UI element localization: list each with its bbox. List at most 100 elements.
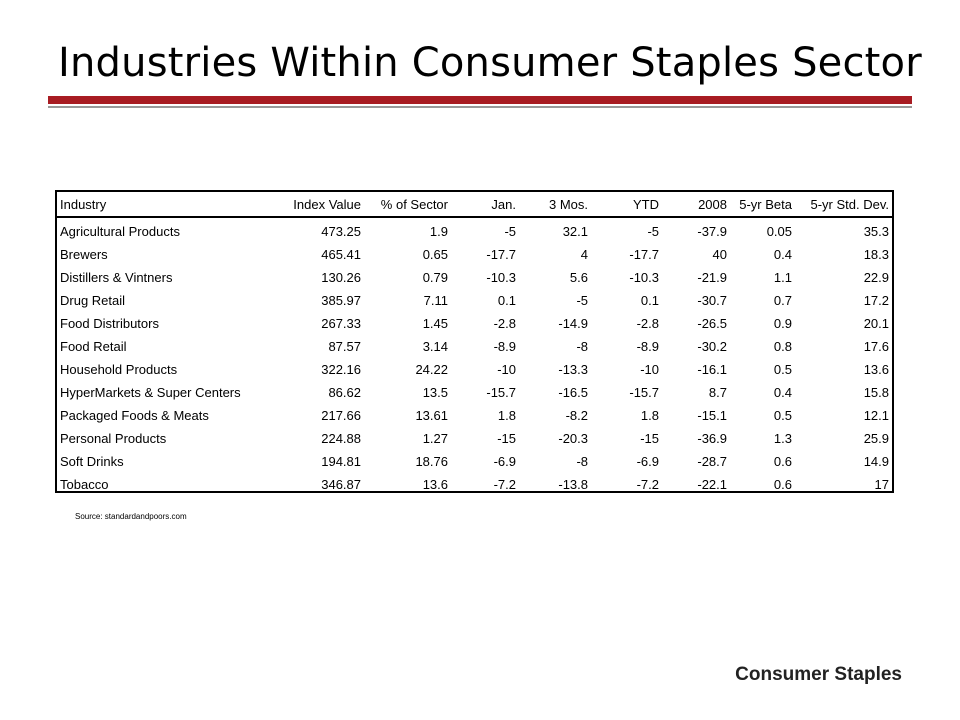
value-cell: 1.3 [773,431,792,446]
industry-name-cell: Tobacco [60,477,109,492]
value-cell: 0.7 [773,293,792,308]
value-cell: 32.1 [562,224,588,239]
value-cell: 17 [874,477,889,492]
value-cell: 0.5 [773,362,792,377]
value-cell: -20.3 [558,431,588,446]
value-cell: -5 [504,224,516,239]
value-cell: -37.9 [697,224,727,239]
industry-name-cell: HyperMarkets & Super Centers [60,385,241,400]
value-cell: -5 [647,224,659,239]
value-cell: -8.2 [565,408,588,423]
industry-name-cell: Drug Retail [60,293,126,308]
value-cell: 224.88 [321,431,361,446]
value-cell: -17.7 [629,247,659,262]
industry-name-cell: Brewers [60,247,108,262]
source-note: Source: standardandpoors.com [75,512,187,521]
value-cell: -10 [497,362,516,377]
value-cell: 25.9 [863,431,889,446]
value-cell: -13.8 [558,477,588,492]
value-cell: 13.61 [415,408,448,423]
value-cell: 0.1 [497,293,516,308]
value-cell: 0.6 [773,477,792,492]
value-cell: -26.5 [697,316,727,331]
value-cell: -8 [576,339,588,354]
value-cell: -8.9 [493,339,516,354]
industry-name-cell: Packaged Foods & Meats [60,408,209,423]
value-cell: 473.25 [321,224,361,239]
value-cell: 217.66 [321,408,361,423]
table-row: Household Products 322.16 24.22 -10 -13.3 -10… [57,358,892,381]
column-header: 2008 [662,192,730,218]
value-cell: -10.3 [629,270,659,285]
value-cell: -28.7 [697,454,727,469]
industry-name-cell: Distillers & Vintners [60,270,173,285]
value-cell: 0.4 [773,385,792,400]
value-cell: -30.7 [697,293,727,308]
value-cell: -7.2 [636,477,659,492]
column-header: Index Value [281,192,364,218]
table-row: Tobacco 346.87 13.6 -7.2 -13.8 -7.2 -22.1 0.6 17 [57,473,892,496]
table-row: Brewers 465.41 0.65 -17.7 4 -17.7 40 0.4 18.3 [57,243,892,266]
industry-name-cell: Agricultural Products [60,224,180,239]
table-row: Distillers & Vintners 130.26 0.79 -10.3 5.6 -… [57,266,892,289]
value-cell: 18.3 [863,247,889,262]
value-cell: 17.6 [863,339,889,354]
value-cell: 0.4 [773,247,792,262]
value-cell: -16.5 [558,385,588,400]
value-cell: -7.2 [493,477,516,492]
value-cell: 322.16 [321,362,361,377]
value-cell: 0.05 [766,224,792,239]
value-cell: 12.1 [863,408,889,423]
value-cell: 8.7 [708,385,727,400]
value-cell: 267.33 [321,316,361,331]
value-cell: 4 [580,247,588,262]
industry-name-cell: Household Products [60,362,178,377]
value-cell: 0.1 [640,293,659,308]
value-cell: 130.26 [321,270,361,285]
value-cell: -16.1 [697,362,727,377]
column-header: 5-yr Std. Dev. [795,192,892,218]
table-row: Personal Products 224.88 1.27 -15 -20.3 -15 -3… [57,427,892,450]
title-underline-gray [48,106,912,108]
value-cell: -8 [576,454,588,469]
value-cell: -17.7 [486,247,516,262]
value-cell: -15.7 [486,385,516,400]
value-cell: 20.1 [863,316,889,331]
value-cell: 14.9 [863,454,889,469]
value-cell: 15.8 [863,385,889,400]
table-body: Agricultural Products 473.25 1.9 -5 32.1 -5 -3… [57,217,892,496]
value-cell: 0.79 [422,270,448,285]
value-cell: -6.9 [636,454,659,469]
value-cell: 17.2 [863,293,889,308]
column-header: Industry [57,192,281,218]
value-cell: 5.6 [569,270,588,285]
value-cell: 0.5 [773,408,792,423]
table-row: Agricultural Products 473.25 1.9 -5 32.1 -5 -3… [57,217,892,243]
value-cell: -15.1 [697,408,727,423]
value-cell: 13.6 [422,477,448,492]
value-cell: -8.9 [636,339,659,354]
value-cell: 86.62 [328,385,361,400]
value-cell: 1.27 [422,431,448,446]
value-cell: 0.65 [422,247,448,262]
industry-table: Industry Index Value% of Sector Jan. 3 Mos.… [57,192,892,496]
industry-table-container: Industry Index Value% of Sector Jan. 3 Mos.… [55,190,894,493]
value-cell: 22.9 [863,270,889,285]
title-underline-red [48,96,912,104]
value-cell: -10 [640,362,659,377]
table-header-row: Industry Index Value% of Sector Jan. 3 Mos.… [57,192,892,218]
industry-name-cell: Soft Drinks [60,454,124,469]
table-row: Soft Drinks 194.81 18.76 -6.9 -8 -6.9 -28.7 0.6… [57,450,892,473]
value-cell: 1.1 [773,270,792,285]
table-row: Packaged Foods & Meats 217.66 13.61 1.8 -8.2… [57,404,892,427]
value-cell: 385.97 [321,293,361,308]
column-header: 5-yr Beta [730,192,795,218]
value-cell: 1.9 [429,224,448,239]
industry-name-cell: Personal Products [60,431,167,446]
value-cell: -36.9 [697,431,727,446]
value-cell: 18.76 [415,454,448,469]
value-cell: -15 [497,431,516,446]
value-cell: -5 [576,293,588,308]
table-row: Drug Retail 385.97 7.11 0.1 -5 0.1 -30.7 0.7 17.… [57,289,892,312]
value-cell: 0.9 [773,316,792,331]
